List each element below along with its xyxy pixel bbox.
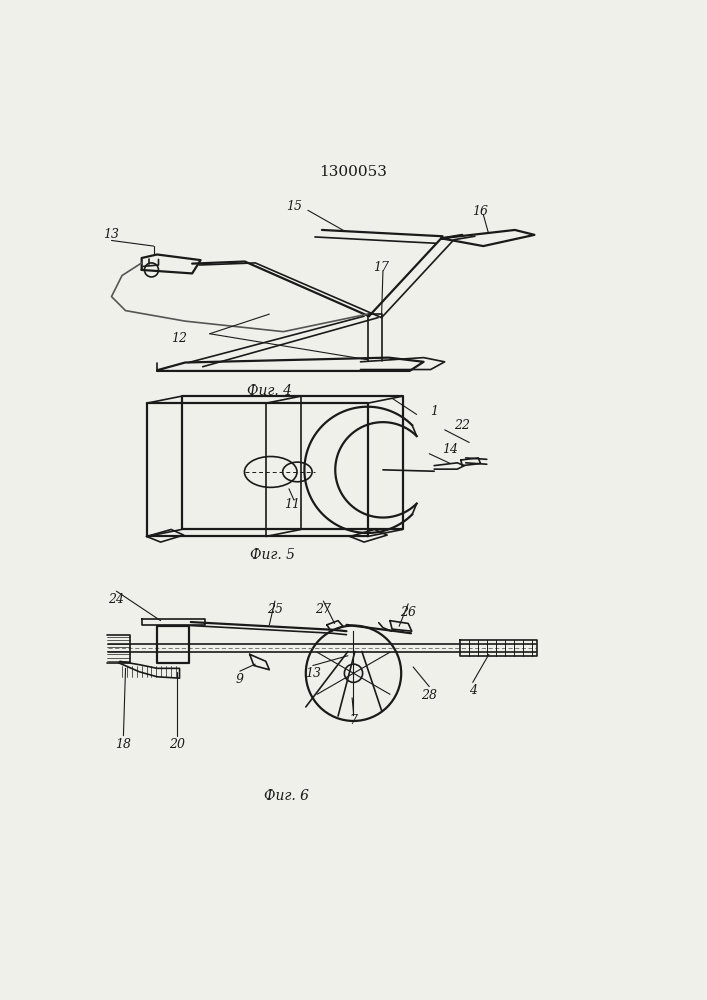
Text: 20: 20 [169,738,185,751]
Text: 24: 24 [108,593,124,606]
Text: 27: 27 [315,603,332,616]
Text: 17: 17 [373,261,390,274]
Text: 18: 18 [115,738,132,751]
Text: 7: 7 [349,714,358,727]
Text: 9: 9 [236,673,244,686]
Text: 22: 22 [454,419,470,432]
Text: 28: 28 [421,689,437,702]
Text: Фиг. 4: Фиг. 4 [247,384,292,398]
Text: 14: 14 [443,443,458,456]
Text: 4: 4 [469,684,477,697]
Text: 1: 1 [430,405,438,418]
Text: 13: 13 [103,228,119,241]
Text: 1300053: 1300053 [320,165,387,179]
Text: 25: 25 [267,603,283,616]
Text: 26: 26 [400,606,416,619]
Text: 16: 16 [472,205,488,218]
Text: 12: 12 [172,332,187,345]
Text: 13: 13 [305,667,321,680]
Text: 15: 15 [286,200,302,213]
Text: Фиг. 5: Фиг. 5 [250,548,296,562]
Text: Фиг. 6: Фиг. 6 [264,789,310,803]
Text: 11: 11 [284,498,300,511]
